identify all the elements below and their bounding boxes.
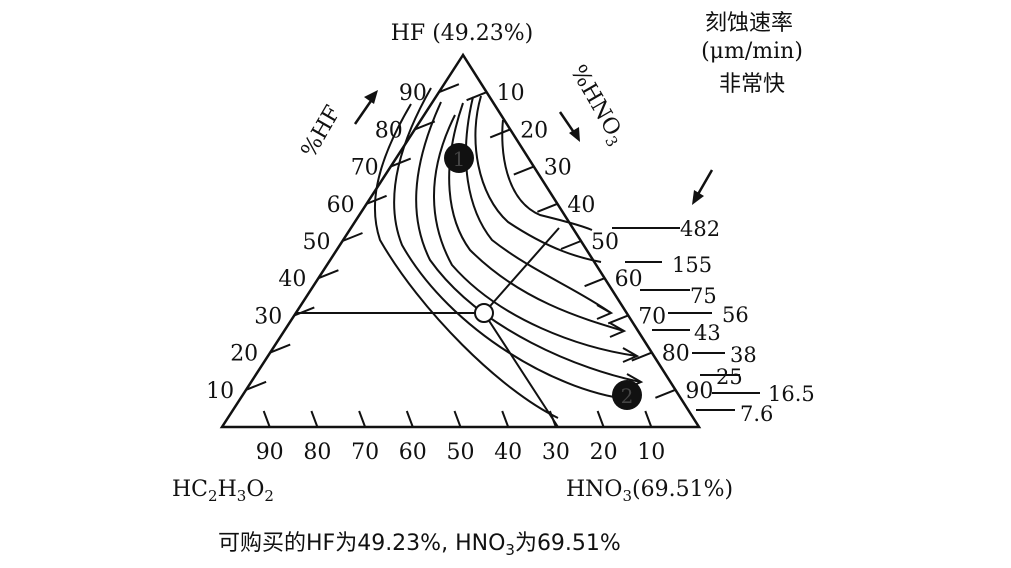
- hno3-tick: [631, 351, 653, 362]
- hf-tick: [342, 232, 363, 242]
- acetic-tick: [405, 410, 414, 428]
- hno3-axis-label: %HNO3: [562, 61, 630, 150]
- acetic-tick: [358, 410, 367, 428]
- ternary-triangle: [219, 52, 702, 429]
- etch-contour: [474, 95, 602, 263]
- hno3-tick: [584, 277, 605, 288]
- hno3-tick-label: 40: [567, 193, 595, 218]
- example-composition-marker: [474, 303, 494, 323]
- hno3-tick: [466, 91, 487, 102]
- hf-tick-label: 40: [278, 267, 306, 292]
- figure-caption: 可购买的HF为49.23%, HNO3为69.51%: [218, 531, 621, 559]
- acetic-tick-label: 60: [399, 440, 427, 465]
- acetic-tick-label: 20: [590, 440, 618, 465]
- hf-tick: [390, 157, 412, 168]
- contour-arrow-icon: [596, 304, 614, 320]
- acetic-tick-label: 90: [256, 440, 284, 465]
- contour-arrow-icon: [609, 322, 627, 338]
- etch-rate-very-fast: 非常快: [719, 72, 785, 97]
- acetic-tick-label: 10: [637, 440, 665, 465]
- hf-tick: [438, 83, 460, 94]
- hf-tick-label: 20: [230, 342, 258, 367]
- hf-tick-label: 60: [327, 193, 355, 218]
- very-fast-arrow-icon: [692, 169, 714, 205]
- acetic-tick-label: 40: [494, 440, 522, 465]
- etch-rate-label: 75: [690, 284, 717, 308]
- hf-tick: [269, 343, 291, 354]
- acetic-tick: [310, 410, 319, 428]
- contour-arrow-icon: [622, 347, 640, 363]
- hno3-tick: [655, 388, 676, 399]
- hf-tick-label: 80: [375, 118, 403, 143]
- etch-rate-contours: [373, 87, 644, 419]
- hno3-tick-label: 80: [662, 342, 690, 367]
- acetic-tick-label: 70: [351, 440, 379, 465]
- acetic-tick-label: 80: [303, 440, 331, 465]
- hno3-tick: [537, 202, 558, 213]
- acetic-tick: [262, 410, 271, 428]
- etch-rate-label: 16.5: [768, 382, 815, 406]
- acetic-tick: [453, 410, 462, 428]
- hf-tick-label: 50: [303, 230, 331, 255]
- etch-contour: [393, 87, 638, 401]
- acetic-tick: [596, 410, 605, 428]
- triangle-outline: [219, 52, 702, 429]
- hno3-tick: [513, 165, 535, 176]
- hf-tick: [293, 306, 315, 317]
- hno3-tick-label: 10: [497, 81, 525, 106]
- hno3-tick-label: 90: [685, 379, 713, 404]
- construction-lines: [297, 227, 560, 428]
- hf-tick: [245, 380, 267, 391]
- hf-tick-label: 30: [254, 304, 282, 329]
- marker-2: 2: [612, 380, 642, 410]
- etch-rate-label: 56: [722, 303, 749, 327]
- etch-contour: [501, 119, 593, 231]
- hf-tick-label: 90: [399, 81, 427, 106]
- hf-tick: [318, 269, 339, 280]
- acetic-tick-label: 50: [447, 440, 475, 465]
- marker-1-label: 1: [453, 147, 466, 171]
- hno3-tick-label: 60: [615, 267, 643, 292]
- etch-rate-label: 155: [672, 253, 712, 277]
- marker-1: 1: [444, 143, 474, 173]
- hf-tick-label: 70: [351, 156, 379, 181]
- acetic-tick-label: 30: [542, 440, 570, 465]
- apex-hf-label: HF (49.23%): [391, 21, 534, 46]
- hf-tick-label: 10: [206, 379, 234, 404]
- hno3-tick-label: 30: [544, 156, 572, 181]
- etch-contour: [415, 101, 642, 383]
- acetic-tick: [501, 410, 510, 428]
- etch-rate-label: 7.6: [740, 402, 773, 426]
- hf-direction-arrow-icon: [353, 90, 378, 125]
- etch-rate-label: 43: [694, 321, 721, 345]
- axis-tick-labels: 10 20 30 40 50 60 70 80 90 10 20 30 40 50 60 70 80 90 90 80…: [206, 81, 713, 465]
- etch-rate-title: 刻蚀速率: [705, 11, 793, 36]
- marker-2-label: 2: [621, 384, 634, 408]
- vertex-acetic-acid-label: HC2H3O2: [172, 477, 274, 505]
- hno3-tick: [489, 128, 511, 139]
- hno3-tick: [560, 240, 582, 250]
- etch-rate-label: 38: [730, 343, 757, 367]
- etch-rate-label: 482: [680, 217, 720, 241]
- hno3-direction-arrow-icon: [558, 111, 580, 142]
- hno3-tick-label: 70: [638, 304, 666, 329]
- hno3-tick-label: 20: [520, 118, 548, 143]
- hf-axis-label: %HF: [297, 102, 346, 162]
- etch-rate-label: 25: [716, 365, 743, 389]
- etch-rate-unit: (μm/min): [701, 39, 803, 64]
- hno3-tick: [607, 314, 629, 325]
- etch-contour: [373, 103, 559, 419]
- etch-contour: [433, 114, 638, 357]
- hno3-tick-label: 50: [591, 230, 619, 255]
- hf-tick: [366, 194, 387, 205]
- vertex-hno3-label: HNO3(69.51%): [566, 477, 733, 505]
- acetic-tick: [644, 410, 653, 428]
